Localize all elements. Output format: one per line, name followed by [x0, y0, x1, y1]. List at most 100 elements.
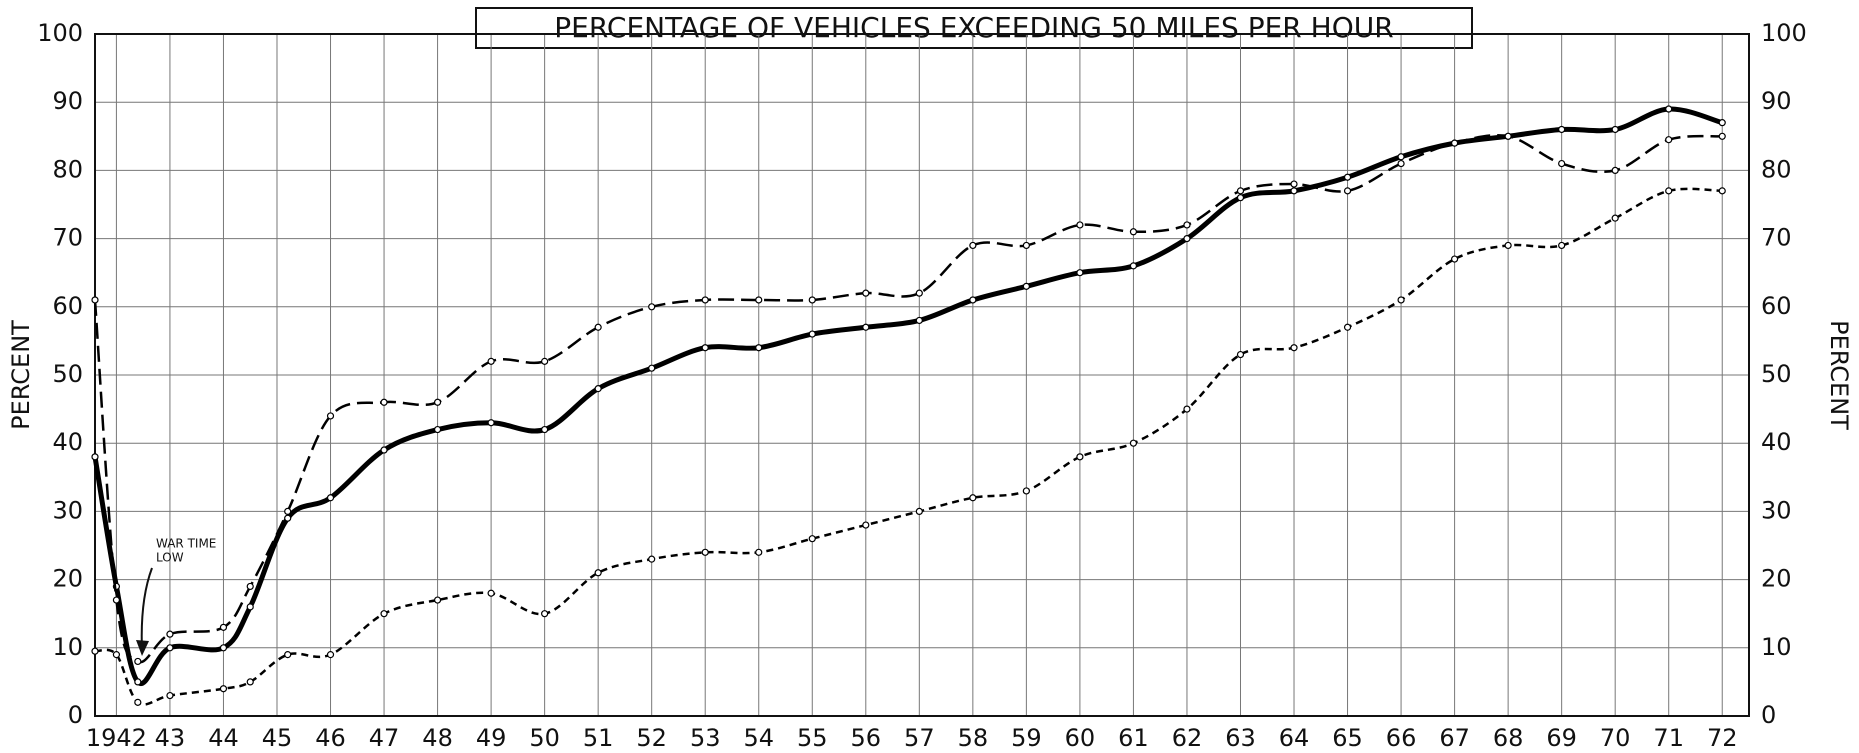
data-point: [541, 425, 549, 434]
x-tick-label: 65: [1332, 724, 1363, 752]
y2-tick-label: 100: [1761, 19, 1807, 47]
y2-tick-label: 10: [1761, 633, 1792, 661]
x-tick-label: 70: [1600, 724, 1631, 752]
annotation-arrowhead: [136, 640, 149, 656]
data-point: [1450, 139, 1459, 147]
x-tick-label: 43: [155, 724, 186, 752]
x-tick-label: 49: [476, 724, 507, 752]
data-point: [1129, 228, 1138, 236]
data-point: [219, 644, 228, 652]
data-point: [134, 657, 142, 666]
data-point: [134, 678, 142, 686]
data-point: [1183, 235, 1191, 243]
chart-title: PERCENTAGE OF VEHICLES EXCEEDING 50 MILE…: [554, 11, 1393, 44]
data-point: [1450, 255, 1459, 263]
data-point: [1183, 221, 1191, 229]
data-point: [1397, 153, 1405, 161]
y-tick-label: 20: [52, 565, 83, 593]
annotation-arrow: [140, 567, 153, 651]
data-point: [1343, 173, 1352, 181]
data-point: [541, 610, 549, 618]
data-point: [915, 289, 923, 297]
x-tick-label: 66: [1386, 724, 1417, 752]
x-tick-label: 60: [1065, 724, 1096, 752]
data-point: [1611, 125, 1619, 134]
data-point: [91, 453, 99, 461]
x-tick-label: 45: [262, 724, 293, 752]
data-point: [1504, 241, 1512, 250]
data-point: [326, 651, 335, 659]
plot-frame: [94, 33, 1750, 717]
data-point: [1558, 241, 1566, 250]
data-point: [1397, 159, 1405, 168]
data-point: [808, 330, 816, 338]
data-point: [1290, 187, 1298, 195]
data-point: [219, 623, 228, 631]
data-point: [1183, 405, 1191, 413]
data-point: [219, 685, 228, 693]
x-tick-label: 63: [1225, 724, 1256, 752]
annotation: WAR TIME: [156, 537, 216, 551]
y2-tick-label: 50: [1761, 360, 1792, 388]
data-point: [1665, 187, 1673, 195]
data-point: [701, 296, 709, 304]
data-point: [594, 569, 602, 577]
data-point: [1558, 125, 1566, 134]
data-point: [1290, 344, 1298, 352]
data-point: [648, 555, 656, 563]
x-tick-label: 58: [958, 724, 989, 752]
data-point: [1290, 180, 1298, 188]
y2-tick-label: 80: [1761, 155, 1792, 183]
data-point: [380, 398, 388, 406]
data-point: [1076, 453, 1084, 461]
data-point: [862, 289, 870, 297]
data-point: [1022, 282, 1030, 290]
data-point: [1236, 350, 1245, 359]
data-point: [487, 589, 495, 597]
data-point: [1129, 439, 1138, 447]
x-tick-label: 50: [529, 724, 560, 752]
data-point: [969, 296, 977, 304]
data-point: [246, 603, 254, 611]
x-tick-label: 52: [636, 724, 667, 752]
data-point: [1022, 487, 1030, 495]
data-point: [326, 494, 335, 502]
y-tick-label: 80: [52, 155, 83, 183]
y2-tick-label: 90: [1761, 87, 1792, 115]
y-tick-label: 10: [52, 633, 83, 661]
data-point: [433, 425, 442, 434]
data-point: [1665, 105, 1673, 113]
data-point: [487, 357, 495, 365]
data-point: [969, 241, 977, 250]
data-point: [1343, 323, 1352, 331]
data-point: [1558, 159, 1566, 168]
y2-tick-label: 0: [1761, 701, 1776, 729]
data-point: [1022, 241, 1030, 250]
data-point: [1718, 132, 1726, 140]
x-tick-label: 46: [315, 724, 346, 752]
y-tick-label: 90: [52, 87, 83, 115]
data-point: [246, 678, 254, 686]
data-point: [166, 691, 174, 700]
data-point: [755, 548, 763, 556]
data-point: [91, 296, 99, 304]
data-point: [862, 521, 870, 529]
y2-axis-label: PERCENT: [1825, 320, 1853, 430]
data-point: [134, 698, 142, 706]
data-point: [246, 582, 254, 591]
y2-tick-label: 40: [1761, 428, 1792, 456]
data-point: [433, 596, 442, 604]
x-tick-label: 68: [1493, 724, 1524, 752]
y-tick-label: 40: [52, 428, 83, 456]
data-point: [755, 296, 763, 304]
data-point: [862, 323, 870, 331]
y-tick-label: 60: [52, 292, 83, 320]
data-point: [380, 446, 388, 454]
x-tick-label: 61: [1118, 724, 1149, 752]
y-tick-label: 50: [52, 360, 83, 388]
y-tick-label: 0: [68, 701, 83, 729]
x-tick-label: 51: [583, 724, 614, 752]
data-point: [1076, 221, 1084, 229]
data-point: [1718, 119, 1726, 127]
x-tick-label: 69: [1546, 724, 1577, 752]
